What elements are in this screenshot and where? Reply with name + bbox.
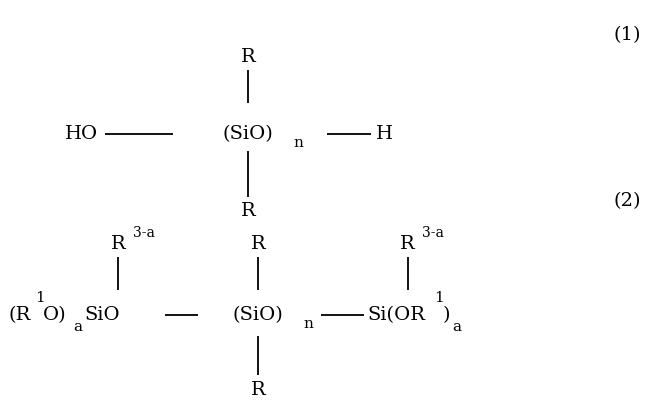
Text: R: R <box>241 202 256 220</box>
Text: 3-a: 3-a <box>132 226 155 240</box>
Text: (1): (1) <box>613 25 641 43</box>
Text: (R: (R <box>8 306 30 324</box>
Text: 3-a: 3-a <box>422 226 444 240</box>
Text: (SiO): (SiO) <box>233 306 283 324</box>
Text: SiO: SiO <box>84 306 120 324</box>
Text: 1: 1 <box>35 291 44 305</box>
Text: (2): (2) <box>613 192 641 210</box>
Text: (SiO): (SiO) <box>223 125 273 143</box>
Text: a: a <box>452 319 461 334</box>
Text: n: n <box>303 317 313 331</box>
Text: 1: 1 <box>434 291 444 305</box>
Text: n: n <box>293 136 303 150</box>
Text: ): ) <box>442 306 450 324</box>
Text: R: R <box>401 235 415 253</box>
Text: a: a <box>74 319 82 334</box>
Text: O): O) <box>43 306 66 324</box>
Text: R: R <box>250 235 266 253</box>
Text: Si(OR: Si(OR <box>368 306 425 324</box>
Text: H: H <box>376 125 393 143</box>
Text: HO: HO <box>65 125 98 143</box>
Text: R: R <box>110 235 125 253</box>
Text: R: R <box>250 381 266 399</box>
Text: R: R <box>241 48 256 66</box>
